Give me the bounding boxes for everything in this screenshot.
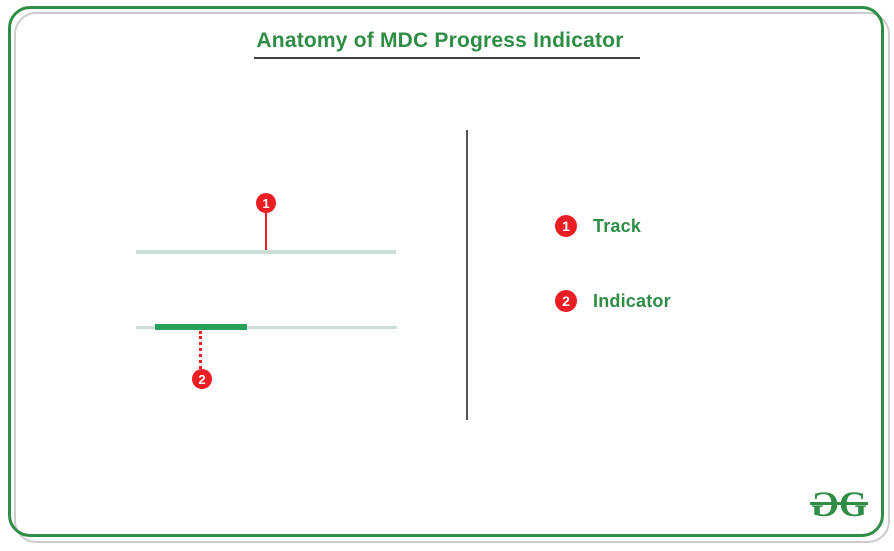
progress-indicator-bar	[155, 324, 247, 330]
marker-number: 2	[198, 371, 206, 387]
title-container: Anatomy of MDC Progress Indicator	[0, 29, 894, 59]
geeksforgeeks-logo: GG	[810, 484, 869, 524]
marker-badge-indicator: 2	[192, 369, 212, 389]
marker-number: 1	[262, 195, 270, 211]
legend-badge-indicator: 2	[555, 290, 577, 312]
legend-label-track: Track	[593, 216, 642, 236]
legend-badge-number: 1	[562, 218, 570, 234]
frame-shadow	[14, 12, 890, 543]
marker-pointer-line-track	[265, 212, 267, 250]
vertical-divider	[466, 130, 468, 420]
marker-pointer-line-indicator	[199, 331, 202, 369]
legend-badge-number: 2	[562, 293, 570, 309]
legend-badge-track: 1	[555, 215, 577, 237]
logo-strikethrough	[810, 502, 869, 505]
progress-track-line-2	[136, 326, 397, 329]
page-title: Anatomy of MDC Progress Indicator	[254, 29, 640, 59]
legend-label-indicator: Indicator	[593, 291, 671, 311]
progress-track-line	[136, 250, 396, 254]
marker-badge-track: 1	[256, 193, 276, 213]
frame-border	[8, 6, 884, 537]
